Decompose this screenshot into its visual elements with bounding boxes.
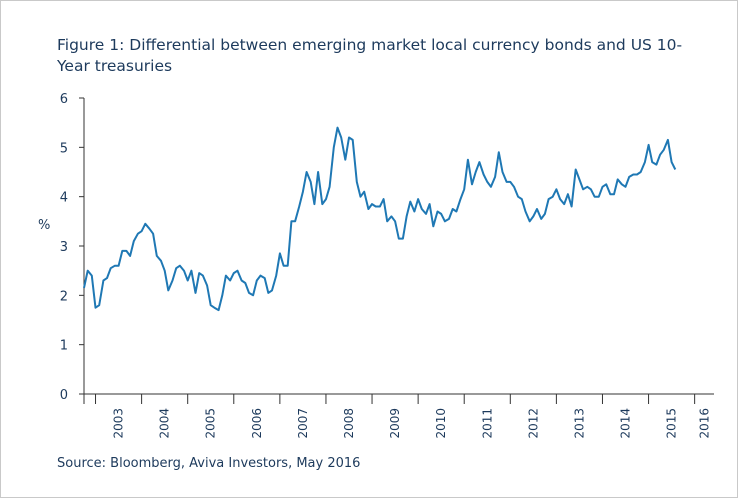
x-tick-label: 2014 [619, 408, 633, 439]
x-tick-label: 2016 [697, 408, 711, 439]
y-tick-label: 5 [60, 141, 68, 156]
y-tick-label: 3 [60, 240, 68, 255]
x-axis: 2003 2004 2005 2006 2007 2008 2009 2010 2011 2012… [84, 393, 714, 439]
x-tick-label: 2004 [158, 408, 172, 439]
x-tick-label: 2007 [296, 408, 310, 439]
x-tick-label: 2010 [434, 408, 448, 439]
plot-area [83, 126, 677, 312]
y-tick-label: 0 [60, 388, 68, 403]
chart-title: Figure 1: Differential between emerging … [57, 36, 683, 75]
x-tick-label: 2006 [250, 408, 264, 439]
y-axis-label: % [38, 218, 50, 233]
x-tick-label: 2013 [572, 408, 586, 439]
y-tick-label: 2 [60, 289, 68, 304]
y-axis: 0 1 2 3 4 5 6 [60, 92, 85, 404]
y-tick-label: 6 [60, 92, 68, 107]
x-tick-label: 2008 [342, 408, 356, 439]
x-tick-label: 2015 [665, 408, 679, 439]
x-tick-label: 2005 [204, 408, 218, 439]
x-tick-label: 2012 [526, 408, 540, 439]
x-tick-label: 2009 [388, 408, 402, 439]
x-tick-label: 2003 [112, 408, 126, 439]
series-line [83, 126, 677, 312]
x-tick-label: 2011 [480, 408, 494, 439]
source-note: Source: Bloomberg, Aviva Investors, May … [57, 456, 361, 471]
y-tick-label: 4 [60, 191, 68, 206]
y-tick-label: 1 [60, 339, 68, 354]
